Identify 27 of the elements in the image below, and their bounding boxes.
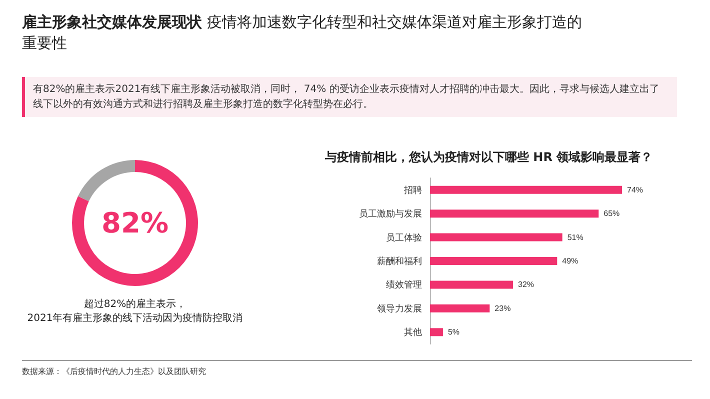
text: 有82%的雇主表示2021有线下雇主形象活动被取消，同时， 74% 的受访企业表示疫情对人才招聘的冲击最大。因此，寻求与候选人建立出了线下以外的有效沟通方式和进行招聘及雇主形象打造的数字化转型势在必行。 [22, 77, 677, 117]
bar [430, 257, 558, 265]
bar [430, 233, 562, 242]
bar [430, 304, 490, 312]
y-tick-label: 员工体验 [386, 232, 422, 242]
data-label: 51% [567, 232, 584, 242]
y-tick-label: 员工激励与发展 [359, 208, 422, 219]
data-label: 23% [494, 304, 511, 313]
bar [430, 186, 622, 194]
bar [430, 280, 514, 289]
data-label: 5% [448, 328, 460, 337]
data-label: 49% [562, 256, 578, 266]
data-label: 32% [518, 280, 534, 290]
y-tick-label: 绩效管理 [386, 280, 422, 290]
bar [430, 328, 443, 336]
y-tick-label: 其他 [404, 327, 422, 338]
y-tick-label: 薪酬和福利 [377, 256, 422, 266]
text: 超过82%的雇主表示， 2021年有雇主形象的线下活动因为疫情防控取消 [26, 298, 244, 326]
chart-title: 与疫情前相比，您认为疫情对以下哪些 HR 领域影响最显著？ [324, 150, 653, 164]
data-label: 82% [101, 206, 169, 240]
y-tick-label: 领导力发展 [377, 303, 422, 314]
bar [430, 210, 599, 218]
chart-title: 雇主形象社交媒体发展现状 [22, 13, 202, 31]
source-note: 数据来源：《后疫情时代的人力生态》以及团队研究 [22, 366, 206, 377]
y-tick-label: 招聘 [403, 184, 422, 195]
data-label: 74% [627, 185, 644, 194]
data-label: 65% [604, 209, 620, 218]
